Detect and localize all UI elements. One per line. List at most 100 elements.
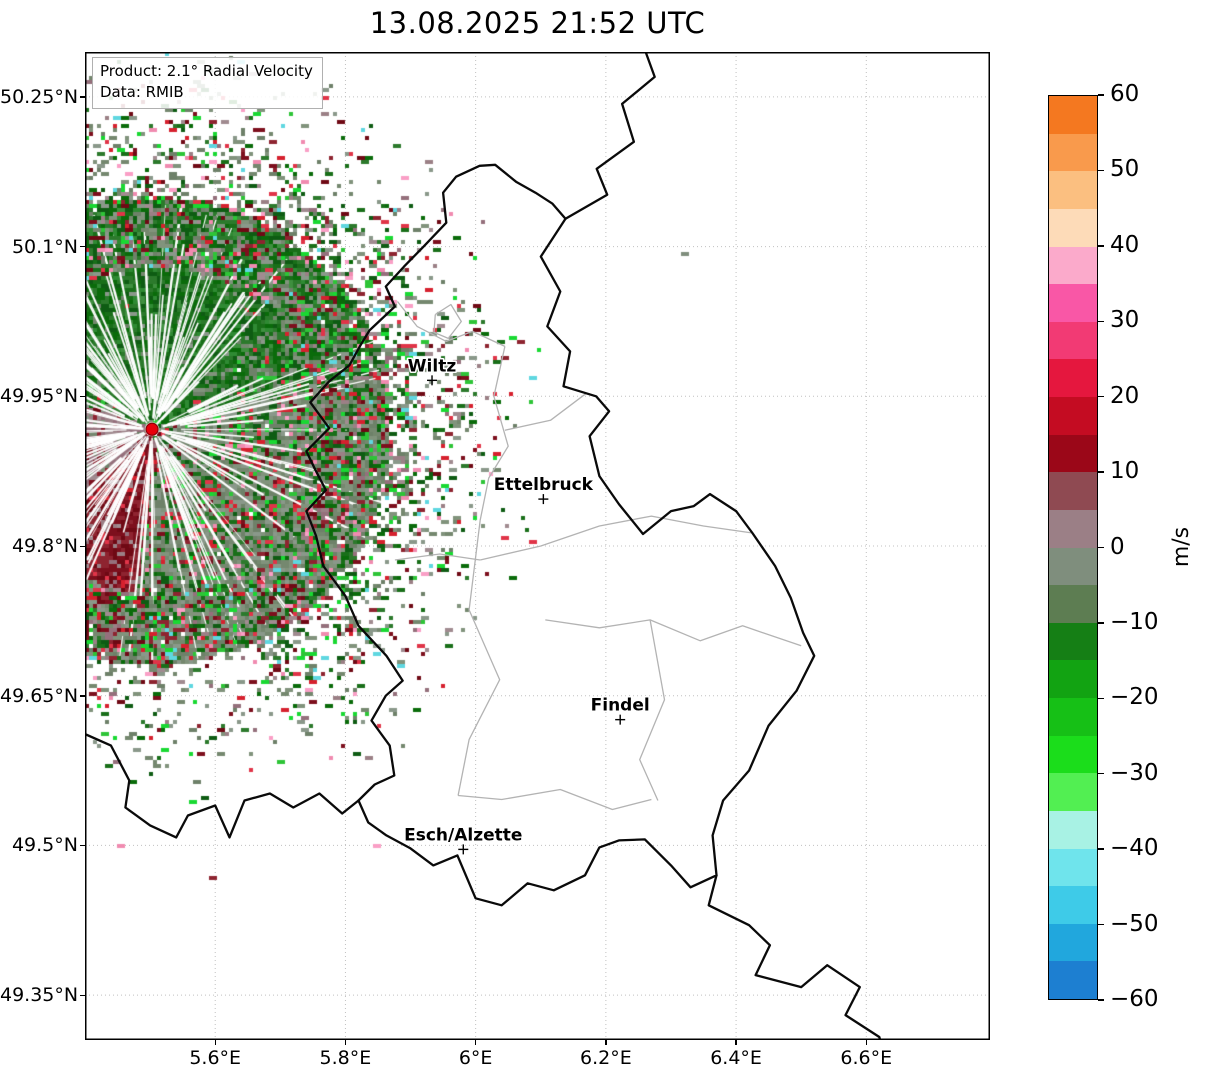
- city-label: Ettelbruck: [494, 475, 594, 495]
- colorbar-segment: [1049, 848, 1097, 887]
- colorbar-tick-mark: [1098, 169, 1104, 172]
- colorbar-tick-label: −10: [1110, 608, 1159, 635]
- colorbar-tick-label: −20: [1110, 684, 1159, 711]
- y-tick-label: 49.5°N: [11, 834, 78, 857]
- x-tick-mark: [605, 1040, 607, 1045]
- colorbar-tick-mark: [1098, 923, 1104, 926]
- map-frame: [85, 52, 990, 1040]
- y-tick-mark: [80, 246, 85, 248]
- y-tick-label: 50.25°N: [0, 85, 79, 108]
- colorbar-tick-mark: [1098, 471, 1104, 473]
- colorbar-segment: [1049, 961, 1097, 999]
- colorbar-tick-mark: [1098, 320, 1104, 322]
- radar-site-marker: [145, 422, 159, 436]
- colorbar-tick-label: 40: [1110, 231, 1140, 258]
- colorbar-segment: [1049, 622, 1097, 661]
- colorbar-segment: [1049, 359, 1097, 397]
- legend-data-line: Data: RMIB: [100, 83, 184, 102]
- internal-border: [458, 788, 652, 811]
- colorbar-tick-mark: [1098, 94, 1104, 96]
- colorbar-tick-label: 50: [1110, 156, 1140, 183]
- internal-border: [396, 301, 506, 347]
- colorbar-segment: [1049, 810, 1097, 849]
- country-border: [305, 163, 816, 907]
- colorbar-segment: [1049, 660, 1097, 698]
- internal-border: [504, 392, 587, 431]
- x-tick-mark: [344, 1040, 347, 1045]
- colorbar-tick-mark: [1098, 773, 1104, 775]
- colorbar-tick-label: 0: [1110, 533, 1125, 560]
- colorbar-segment: [1049, 698, 1097, 736]
- colorbar-tick-label: 60: [1110, 81, 1140, 107]
- colorbar-tick-label: −30: [1110, 759, 1159, 786]
- y-tick-label: 49.8°N: [11, 535, 78, 557]
- internal-border: [639, 619, 666, 801]
- colorbar-segment: [1049, 735, 1097, 774]
- y-tick-mark: [80, 844, 85, 847]
- city-label: Findel: [591, 696, 650, 716]
- colorbar-segment: [1049, 547, 1097, 586]
- legend-box: Product: 2.1° Radial Velocity Data: RMIB: [92, 57, 323, 109]
- colorbar-segment: [1049, 284, 1097, 322]
- x-tick-label: 6°E: [458, 1047, 493, 1069]
- colorbar: [1048, 95, 1098, 1000]
- internal-border: [457, 520, 501, 796]
- colorbar-segment: [1049, 509, 1097, 548]
- colorbar-segment: [1049, 923, 1097, 962]
- colorbar-tick-mark: [1098, 245, 1104, 247]
- country-border: [564, 52, 656, 220]
- y-tick-mark: [80, 695, 85, 697]
- x-tick-mark: [865, 1040, 867, 1045]
- colorbar-tick-mark: [1098, 848, 1104, 850]
- colorbar-segment: [1049, 434, 1097, 473]
- x-tick-mark: [735, 1040, 737, 1045]
- colorbar-segment: [1049, 472, 1097, 510]
- internal-border: [433, 303, 462, 340]
- x-tick-mark: [474, 1040, 477, 1045]
- country-border: [85, 732, 360, 839]
- colorbar-segment: [1049, 886, 1097, 924]
- colorbar-tick-label: −60: [1110, 986, 1159, 1012]
- x-tick-label: 6.2°E: [579, 1047, 632, 1069]
- y-tick-mark: [80, 96, 85, 98]
- y-tick-label: 49.35°N: [0, 984, 79, 1007]
- colorbar-segment: [1049, 96, 1097, 134]
- colorbar-segment: [1049, 397, 1097, 435]
- x-tick-label: 6.4°E: [710, 1047, 762, 1069]
- y-tick-label: 50.1°N: [11, 235, 78, 258]
- internal-border: [545, 619, 802, 647]
- colorbar-tick-label: 10: [1110, 458, 1140, 485]
- colorbar-tick-mark: [1098, 622, 1104, 624]
- x-tick-label: 5.8°E: [319, 1047, 372, 1069]
- colorbar-segment: [1049, 585, 1097, 623]
- colorbar-tick-mark: [1098, 999, 1104, 1001]
- colorbar-segment: [1049, 321, 1097, 360]
- map-panel: Wiltz Ettelbruck Findel Esch/Alzette Produc…: [85, 52, 990, 1040]
- y-tick-mark: [80, 395, 85, 398]
- x-tick-label: 5.6°E: [189, 1047, 242, 1069]
- country-border: [707, 874, 882, 1040]
- colorbar-tick-label: 20: [1110, 382, 1140, 409]
- colorbar-segment: [1049, 171, 1097, 209]
- colorbar-segment: [1049, 208, 1097, 247]
- city-label: Wiltz: [408, 356, 457, 376]
- page-title: 13.08.2025 21:52 UTC: [369, 6, 706, 40]
- colorbar-tick-mark: [1098, 546, 1104, 549]
- colorbar-segment: [1049, 133, 1097, 172]
- colorbar-tick-label: −40: [1110, 835, 1159, 862]
- internal-border: [479, 346, 509, 521]
- y-tick-mark: [80, 994, 85, 996]
- legend-product-line: Product: 2.1° Radial Velocity: [100, 62, 313, 80]
- y-tick-label: 49.95°N: [0, 385, 79, 408]
- colorbar-segment: [1049, 773, 1097, 811]
- y-tick-mark: [80, 545, 85, 547]
- x-tick-label: 6.6°E: [840, 1047, 893, 1069]
- y-tick-label: 49.65°N: [0, 684, 79, 707]
- colorbar-tick-mark: [1098, 395, 1104, 398]
- x-tick-mark: [214, 1040, 216, 1045]
- colorbar-tick-label: 30: [1110, 307, 1140, 334]
- map-overlay-layer: Wiltz Ettelbruck Findel Esch/Alzette: [85, 52, 990, 1040]
- city-label: Esch/Alzette: [404, 825, 522, 845]
- internal-border: [480, 515, 753, 561]
